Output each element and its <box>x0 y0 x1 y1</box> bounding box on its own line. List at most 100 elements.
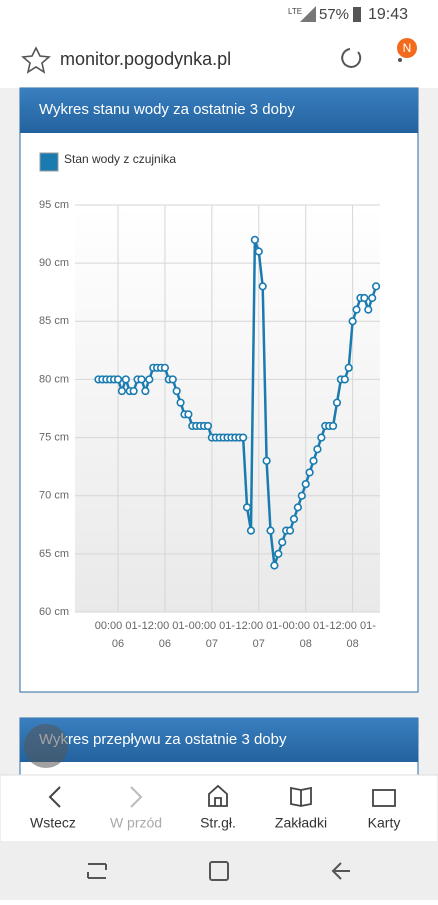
time: 19:43 <box>368 6 408 23</box>
battery: 57% <box>319 6 349 23</box>
legend-label: Stan wody z czujnika <box>64 152 176 166</box>
x-tick-label-box: 00:00 01-06 <box>94 620 142 650</box>
data-point <box>145 375 154 384</box>
nav-label[interactable]: Str.gł. <box>200 815 236 831</box>
data-point <box>305 468 314 477</box>
signal-icon <box>300 6 316 22</box>
back-button[interactable] <box>331 862 350 880</box>
data-point <box>340 375 349 384</box>
nav-label: W przód <box>110 815 162 831</box>
x-tick-label: 00:00 01-08 <box>282 620 329 650</box>
bookmarks-icon[interactable] <box>290 786 312 807</box>
data-point <box>168 375 177 384</box>
data-point <box>360 293 369 303</box>
y-tick-label: 95 cm <box>39 199 69 211</box>
system-bar <box>0 842 438 900</box>
data-point <box>266 526 275 535</box>
y-tick-label: 80 cm <box>39 373 69 385</box>
data-point <box>301 479 310 489</box>
home-button[interactable] <box>209 861 229 881</box>
data-point <box>297 491 306 500</box>
data-point <box>371 282 381 291</box>
y-tick-label: 90 cm <box>39 257 69 269</box>
profile-badge[interactable] <box>397 38 417 58</box>
data-point <box>176 398 185 407</box>
x-tick-label: 00:00 01-06 <box>94 620 142 650</box>
data-point <box>203 421 213 431</box>
status-bar <box>0 0 438 30</box>
data-point <box>313 445 322 454</box>
forward-icon <box>130 786 143 808</box>
data-point <box>141 386 150 396</box>
data-point <box>368 293 377 303</box>
data-point <box>344 363 353 372</box>
data-point <box>274 549 283 558</box>
x-tick-label: 00:00 01-07 <box>188 620 236 650</box>
data-point <box>160 363 170 372</box>
data-point <box>246 526 256 535</box>
y-tick-label: 70 cm <box>39 490 69 502</box>
nav-label[interactable]: Wstecz <box>30 815 76 831</box>
x-tick-label-box: 12:00 01-08 <box>329 620 376 650</box>
url-bar <box>0 30 438 88</box>
floating-button[interactable] <box>24 724 68 768</box>
plot-area <box>75 205 380 612</box>
x-tick-label-box: 00:00 01-08 <box>282 620 329 650</box>
data-point <box>348 317 357 326</box>
data-point <box>172 386 181 396</box>
bookmark-icon[interactable] <box>21 46 51 74</box>
y-tick-label: 60 cm <box>39 606 69 618</box>
data-point <box>137 375 146 384</box>
x-tick-label-box: 12:00 01-06 <box>141 620 189 650</box>
x-tick-label: 12:00 01-06 <box>141 620 189 650</box>
data-point <box>293 503 302 512</box>
data-point <box>239 433 248 442</box>
panel-header <box>20 88 418 133</box>
profile-letter: N <box>403 41 412 55</box>
bottom-nav <box>0 774 438 843</box>
network: LTE <box>288 7 302 16</box>
menu-dot[interactable] <box>398 58 402 62</box>
data-point <box>113 375 123 384</box>
data-point <box>289 514 299 524</box>
data-point <box>364 305 373 314</box>
nav-label[interactable]: Karty <box>368 815 401 831</box>
nav-label[interactable]: Zakładki <box>275 815 327 831</box>
back-icon[interactable] <box>48 786 61 808</box>
data-point <box>332 398 342 407</box>
data-point <box>317 433 326 442</box>
tabs-icon[interactable] <box>372 789 396 807</box>
data-point <box>250 235 259 244</box>
y-tick-label: 85 cm <box>39 315 69 327</box>
data-point <box>328 421 338 431</box>
x-tick-label-box: 12:00 01-07 <box>235 620 283 650</box>
data-point <box>278 538 287 547</box>
data-point <box>285 526 295 535</box>
panel-title: Wykres stanu wody za ostatnie 3 doby <box>39 101 295 118</box>
data-point <box>352 305 361 314</box>
battery-icon <box>353 7 361 22</box>
data-point <box>184 410 193 419</box>
panel-title: Wykres przepływu za ostatnie 3 doby <box>39 731 287 748</box>
recent-button[interactable] <box>87 863 107 879</box>
data-point <box>254 247 263 256</box>
x-tick-label: 12:00 01-07 <box>235 620 283 650</box>
data-point <box>270 561 279 570</box>
data-point <box>309 456 318 465</box>
data-point <box>121 375 130 384</box>
x-tick-label: 12:00 01-08 <box>329 620 376 650</box>
url[interactable]: monitor.pogodynka.pl <box>60 49 231 69</box>
data-point <box>258 282 267 291</box>
legend-swatch <box>39 152 59 172</box>
data-point <box>262 456 271 465</box>
data-point <box>129 386 138 396</box>
panel-header <box>20 718 418 762</box>
reload-icon[interactable] <box>341 48 362 68</box>
x-tick-label-box: 00:00 01-07 <box>188 620 236 650</box>
y-tick-label: 65 cm <box>39 548 69 560</box>
home-icon[interactable] <box>208 784 228 807</box>
data-point <box>117 386 127 396</box>
y-tick-label: 75 cm <box>39 431 69 443</box>
chart: 60 cm 65 cm 70 cm 75 cm 80 cm 85 cm 90 cm 95 cm… <box>39 152 381 650</box>
